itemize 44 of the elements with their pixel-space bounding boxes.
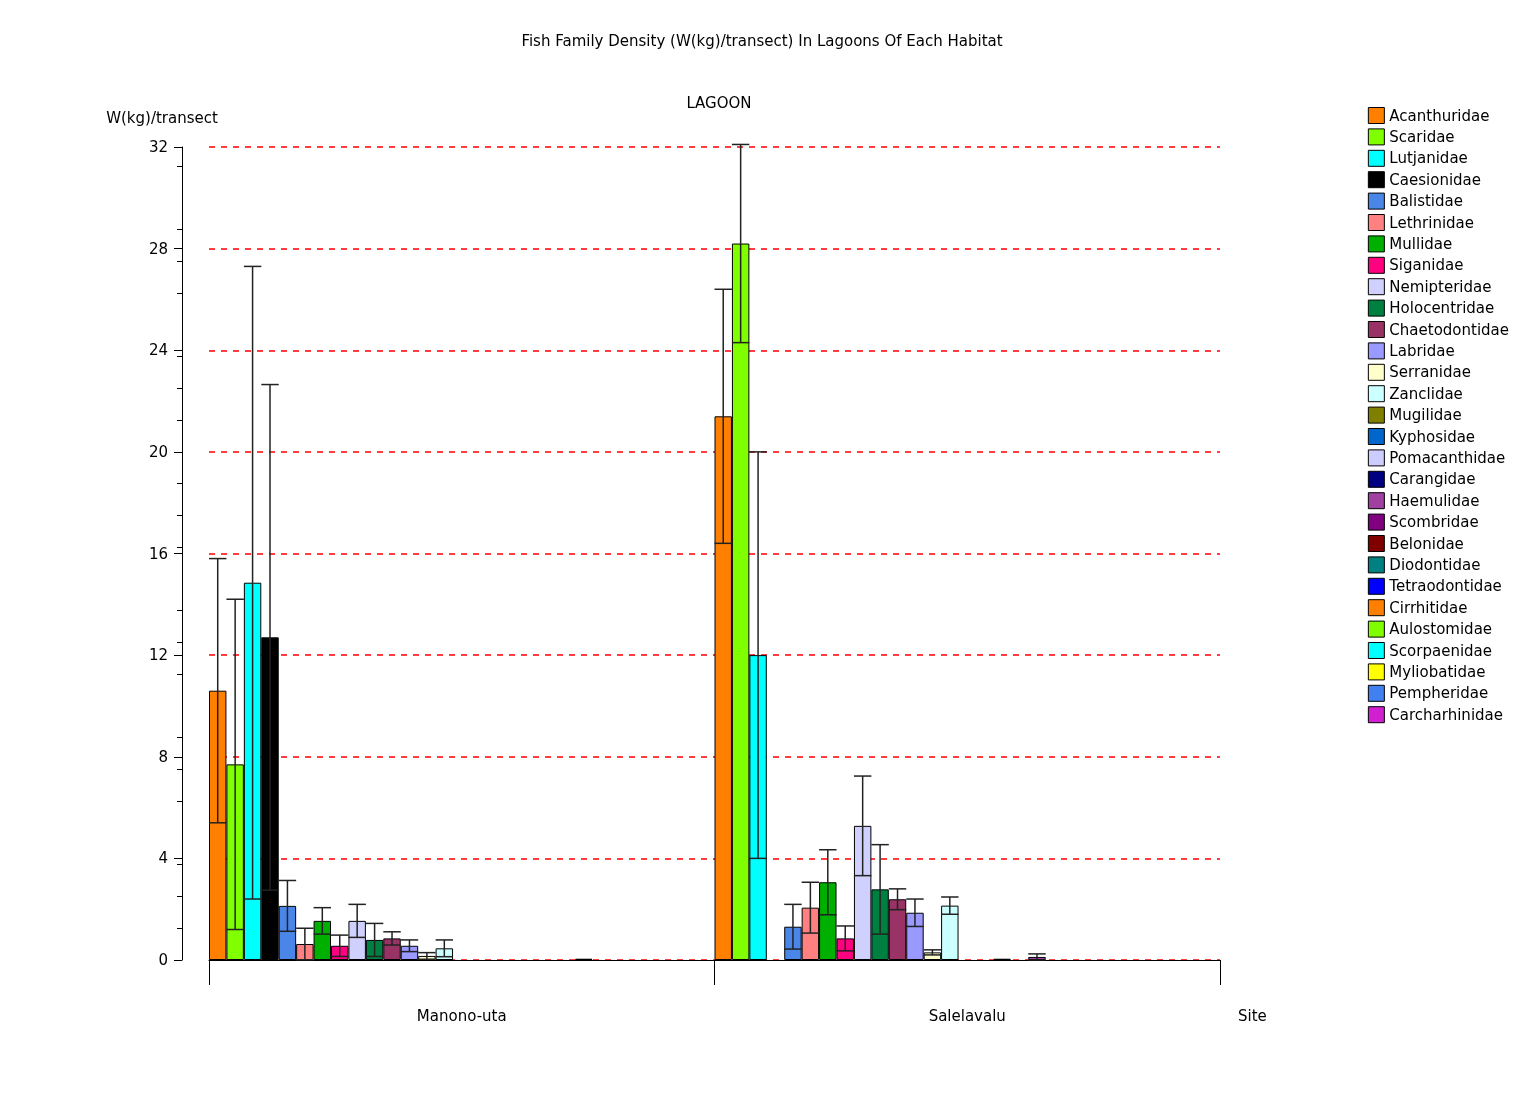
legend-label: Siganidae <box>1389 256 1464 275</box>
legend-label: Mullidae <box>1389 234 1453 253</box>
legend-label: Nemipteridae <box>1389 277 1492 296</box>
x-tick-label: Salelavalu <box>928 1006 1006 1025</box>
legend-label: Carangidae <box>1389 470 1476 489</box>
legend-label: Zanclidae <box>1389 384 1463 403</box>
legend-label: Carcharhinidae <box>1389 705 1503 724</box>
x-axis-title: Site <box>1238 1006 1267 1025</box>
legend-label: Mugilidae <box>1389 406 1462 425</box>
legend-label: Scaridae <box>1389 127 1455 146</box>
y-tick-label: 12 <box>148 646 168 665</box>
legend-label: Belonidae <box>1389 534 1464 553</box>
legend-label: Pempheridae <box>1389 684 1489 703</box>
legend-label: Serranidae <box>1389 363 1471 382</box>
legend-label: Haemulidae <box>1389 491 1480 510</box>
legend-label: Aulostomidae <box>1389 620 1493 639</box>
legend-label: Acanthuridae <box>1389 106 1490 125</box>
legend-label: Balistidae <box>1389 192 1463 211</box>
legend-label: Kyphosidae <box>1389 427 1476 446</box>
y-tick-label: 4 <box>158 849 168 868</box>
legend-label: Lethrinidae <box>1389 213 1475 232</box>
legend-label: Scombridae <box>1389 513 1479 532</box>
legend-label: Lutjanidae <box>1389 149 1468 168</box>
chart-title: Fish Family Density (W(kg)/transect) In Lagoons Of Each Habitat <box>521 31 1003 50</box>
y-tick-label: 16 <box>148 544 168 563</box>
y-tick-label: 20 <box>148 442 168 461</box>
y-axis-title: W(kg)/transect <box>106 108 218 127</box>
y-tick-label: 8 <box>158 747 168 766</box>
legend-label: Pomacanthidae <box>1389 448 1506 467</box>
x-tick-label: Manono-uta <box>416 1006 507 1025</box>
legend-label: Diodontidae <box>1389 555 1481 574</box>
y-tick-label: 0 <box>158 951 168 969</box>
y-tick-label: 28 <box>148 239 168 258</box>
legend-label: Labridae <box>1389 341 1455 360</box>
legend-label: Myliobatidae <box>1389 662 1486 681</box>
chart-subtitle: LAGOON <box>686 93 752 112</box>
legend-label: Cirrhitidae <box>1389 598 1468 617</box>
y-tick-label: 24 <box>148 341 168 360</box>
legend-label: Chaetodontidae <box>1389 320 1509 339</box>
legend-label: Holocentridae <box>1389 299 1495 318</box>
legend-label: Caesionidae <box>1389 170 1482 189</box>
legend-label: Tetraodontidae <box>1388 577 1502 596</box>
y-tick-label: 32 <box>148 138 168 156</box>
legend-label: Scorpaenidae <box>1389 641 1493 660</box>
